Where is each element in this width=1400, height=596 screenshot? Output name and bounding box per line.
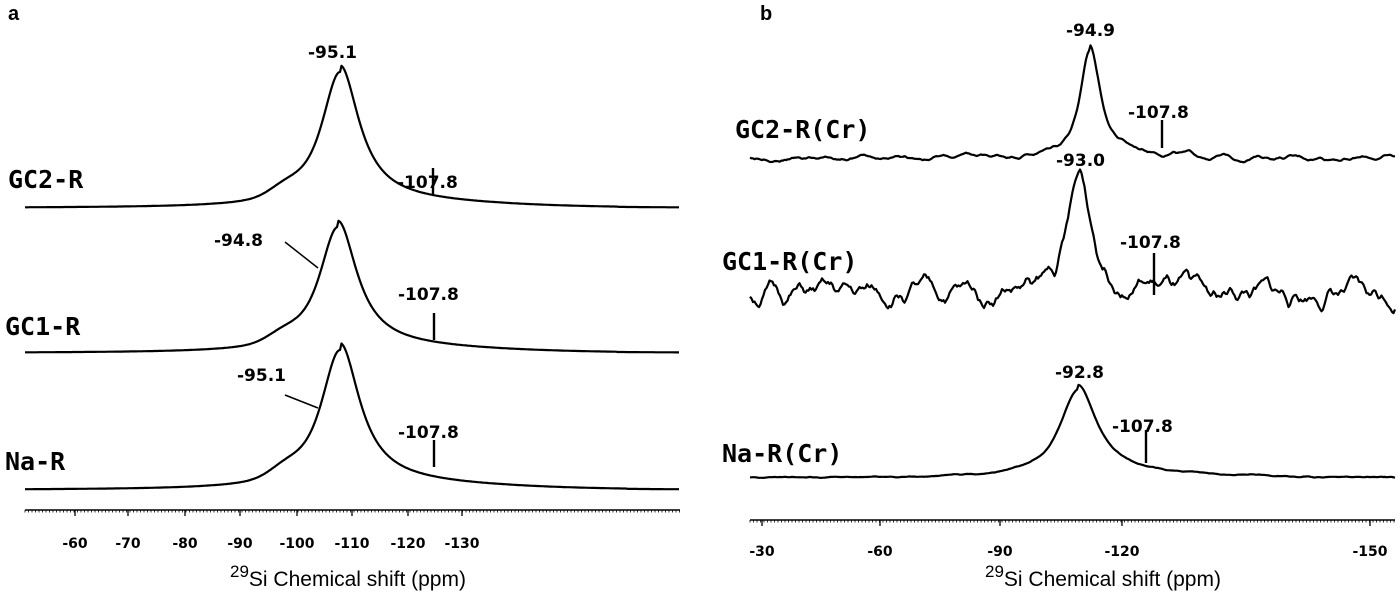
x-tick-label: -150	[1352, 544, 1387, 560]
x-axis-title-superscript: 29	[230, 562, 249, 581]
trace-label: GC1-R(Cr)	[722, 247, 857, 276]
x-axis-title: 29Si Chemical shift (ppm)	[230, 562, 466, 591]
spectrum-trace-gc1-r	[25, 219, 679, 354]
spectrum-trace-gc2-r-cr-	[749, 44, 1395, 164]
x-tick-label: -130	[444, 536, 479, 552]
marker-label: -107.8	[397, 173, 458, 193]
x-axis-title-text: Si Chemical shift (ppm)	[249, 568, 466, 591]
x-tick-label: -60	[867, 544, 893, 560]
trace-label: Na-R	[5, 447, 66, 476]
trace-label: GC2-R	[8, 165, 84, 194]
marker-label: -107.8	[1128, 103, 1189, 123]
x-tick-label: -110	[334, 536, 369, 552]
x-tick-label: -100	[279, 536, 314, 552]
peak-label: -92.8	[1055, 363, 1104, 383]
marker-label: -107.8	[1120, 233, 1181, 253]
peak-label: -94.8	[214, 231, 263, 251]
x-tick-label: -80	[172, 536, 198, 552]
spectrum-trace-na-r	[25, 342, 679, 491]
peak-label: -95.1	[237, 366, 286, 386]
peak-label: -94.9	[1066, 21, 1115, 41]
x-tick-label: -90	[987, 544, 1013, 560]
peak-leader-line	[284, 394, 319, 409]
trace-label: Na-R(Cr)	[722, 439, 842, 468]
x-axis-title: 29Si Chemical shift (ppm)	[985, 562, 1221, 591]
x-tick-label: -90	[227, 536, 253, 552]
x-tick-label: -120	[1104, 544, 1139, 560]
spectrum-trace-na-r-cr-	[749, 383, 1396, 479]
trace-label: GC2-R(Cr)	[735, 115, 870, 144]
trace-label: GC1-R	[5, 312, 81, 341]
peak-label: -95.1	[308, 43, 357, 63]
x-tick-label: -120	[390, 536, 425, 552]
marker-label: -107.8	[1112, 417, 1173, 437]
x-tick-label: -30	[749, 544, 775, 560]
marker-label: -107.8	[398, 285, 459, 305]
x-tick-label: -60	[62, 536, 88, 552]
panel-label-b: b	[760, 3, 772, 25]
x-tick-label: -70	[115, 536, 141, 552]
x-axis-title-text: Si Chemical shift (ppm)	[1004, 568, 1221, 591]
peak-leader-line	[284, 241, 319, 269]
peak-label: -93.0	[1056, 151, 1105, 171]
spectrum-trace-gc2-r	[25, 64, 679, 209]
spectrum-trace-gc1-r-cr-	[749, 168, 1397, 315]
panel-label-a: a	[8, 3, 20, 25]
marker-label: -107.8	[398, 423, 459, 443]
x-axis-title-superscript: 29	[985, 562, 1004, 581]
